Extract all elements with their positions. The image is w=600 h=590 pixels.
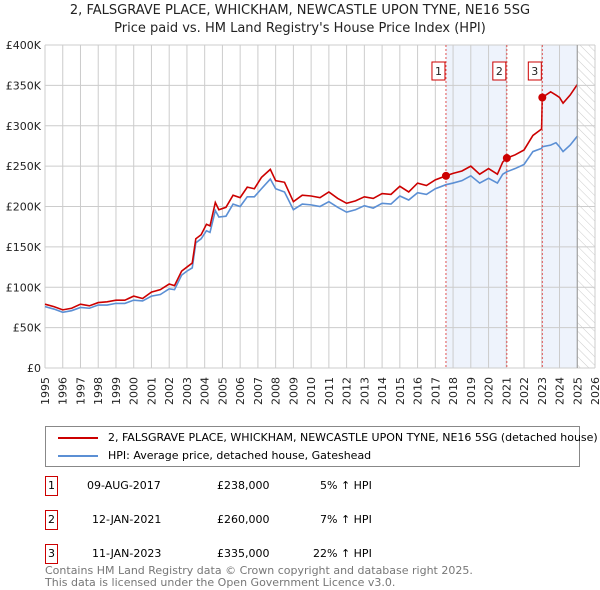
x-tick-label: 1997 bbox=[74, 377, 87, 405]
x-tick-label: 2004 bbox=[199, 377, 212, 405]
footer-copyright: Contains HM Land Registry data © Crown c… bbox=[45, 564, 473, 577]
x-tick-label: 2021 bbox=[500, 377, 513, 405]
legend-property: 2, FALSGRAVE PLACE, WHICKHAM, NEWCASTLE … bbox=[108, 431, 598, 444]
price: £238,000 bbox=[217, 479, 270, 492]
sale-label-box bbox=[527, 61, 542, 81]
y-tick-label: £400K bbox=[6, 39, 42, 52]
x-tick-label: 2006 bbox=[234, 377, 247, 405]
sale-point bbox=[538, 93, 547, 102]
x-tick-label: 2023 bbox=[536, 377, 549, 405]
hpi-diff: 5% ↑ HPI bbox=[320, 479, 372, 492]
y-tick-label: £200K bbox=[6, 201, 42, 214]
chart-title: 2, FALSGRAVE PLACE, WHICKHAM, NEWCASTLE … bbox=[69, 3, 531, 18]
x-tick-label: 2012 bbox=[341, 377, 354, 405]
hpi-diff: 7% ↑ HPI bbox=[320, 513, 372, 526]
x-tick-label: 2017 bbox=[429, 377, 442, 405]
x-tick-label: 2026 bbox=[589, 377, 600, 405]
x-tick-label: 2016 bbox=[412, 377, 425, 405]
x-tick-label: 1996 bbox=[57, 377, 70, 405]
x-tick-label: 2010 bbox=[305, 377, 318, 405]
x-tick-label: 1999 bbox=[110, 377, 123, 405]
x-tick-label: 1995 bbox=[39, 377, 52, 405]
chart-subtitle: Price paid vs. HM Land Registry's House … bbox=[114, 21, 486, 36]
x-tick-label: 2011 bbox=[323, 377, 336, 405]
x-tick-label: 2008 bbox=[270, 377, 283, 405]
y-tick-label: £100K bbox=[6, 281, 42, 294]
sale-label-box bbox=[431, 61, 446, 81]
x-tick-label: 2002 bbox=[163, 377, 176, 405]
x-tick-label: 2018 bbox=[447, 377, 460, 405]
date: 12-JAN-2021 bbox=[92, 513, 162, 526]
y-tick-label: £0 bbox=[27, 362, 41, 375]
y-tick-label: £50K bbox=[13, 322, 42, 335]
x-tick-label: 2020 bbox=[483, 377, 496, 405]
legend: 2, FALSGRAVE PLACE, WHICKHAM, NEWCASTLE … bbox=[45, 426, 598, 467]
price: £335,000 bbox=[217, 547, 270, 560]
sale-point bbox=[502, 154, 511, 163]
hpi-line bbox=[44, 135, 578, 314]
x-tick-label: 2014 bbox=[376, 377, 389, 405]
price-chart: 1 2 3 1995 1996 1997 1998 1999 2000 2001 2002 2003 2… bbox=[6, 39, 600, 405]
sale-point bbox=[441, 171, 450, 180]
y-tick-label: £250K bbox=[6, 160, 42, 173]
x-tick-label: 2003 bbox=[181, 377, 194, 405]
transaction-row: 1 09-AUG-2017 £238,000 5% ↑ HPI bbox=[45, 476, 445, 496]
legend-property-swatch bbox=[58, 437, 98, 439]
price: £260,000 bbox=[217, 513, 270, 526]
legend-hpi: HPI: Average price, detached house, Gate… bbox=[108, 449, 372, 462]
hpi-diff: 22% ↑ HPI bbox=[313, 547, 372, 560]
date: 09-AUG-2017 bbox=[87, 479, 161, 492]
marker-badge: 2 bbox=[45, 510, 58, 530]
y-tick-label: £150K bbox=[6, 241, 42, 254]
x-tick-label: 1998 bbox=[92, 377, 105, 405]
legend-hpi-swatch bbox=[58, 455, 98, 457]
x-tick-label: 2022 bbox=[518, 377, 531, 405]
x-tick-label: 2015 bbox=[394, 377, 407, 405]
footer-licence: This data is licensed under the Open Gov… bbox=[45, 576, 396, 589]
x-tick-label: 2024 bbox=[554, 377, 567, 405]
y-tick-label: £350K bbox=[6, 79, 42, 92]
x-tick-label: 2005 bbox=[216, 377, 229, 405]
x-tick-label: 2007 bbox=[252, 377, 265, 405]
sale-label-box bbox=[492, 61, 507, 81]
transaction-row: 2 12-JAN-2021 £260,000 7% ↑ HPI bbox=[45, 510, 445, 530]
sale-label: 2 bbox=[496, 65, 503, 78]
x-tick-label: 2019 bbox=[465, 377, 478, 405]
x-tick-label: 2009 bbox=[287, 377, 300, 405]
date: 11-JAN-2023 bbox=[92, 547, 162, 560]
sale-label: 1 bbox=[435, 65, 442, 78]
x-tick-label: 2013 bbox=[358, 377, 371, 405]
marker-badge: 3 bbox=[45, 544, 58, 564]
sale-label: 3 bbox=[531, 65, 538, 78]
x-tick-label: 2025 bbox=[571, 377, 584, 405]
x-tick-label: 2000 bbox=[128, 377, 141, 405]
x-tick-label: 2001 bbox=[145, 377, 158, 405]
transaction-row: 3 11-JAN-2023 £335,000 22% ↑ HPI bbox=[45, 544, 445, 564]
marker-badge: 1 bbox=[45, 476, 58, 496]
y-tick-label: £300K bbox=[6, 120, 42, 133]
